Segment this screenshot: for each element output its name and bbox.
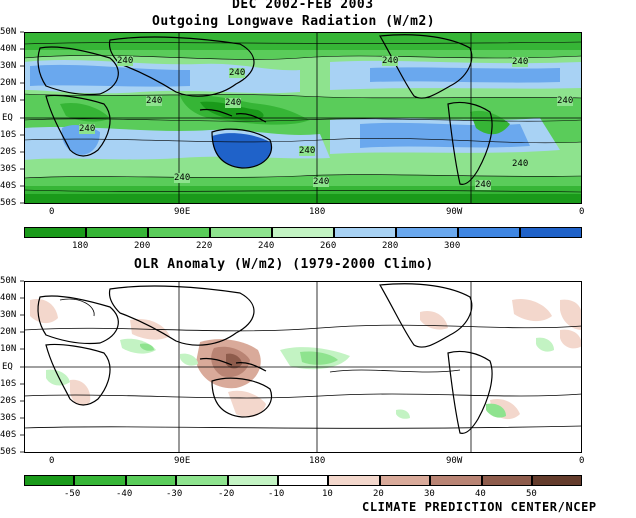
colorbar-label: 20 <box>373 489 384 499</box>
lon-label: 180 <box>309 456 326 466</box>
olr-title: Outgoing Longwave Radiation (W/m2) <box>152 14 436 29</box>
lon-label: 0 <box>579 207 585 217</box>
contour-label: 240 <box>512 159 529 169</box>
lat-label: 50N <box>0 276 17 286</box>
lat-label: 30S <box>0 164 17 174</box>
lat-label: 30S <box>0 413 17 423</box>
lat-label: 30N <box>0 61 17 71</box>
lat-label: 40N <box>0 293 17 303</box>
contour-label: 240 <box>117 56 134 66</box>
contour-label: 240 <box>557 96 574 106</box>
contour-label: 240 <box>174 173 191 183</box>
colorbar-label: -10 <box>268 489 285 499</box>
colorbar-swatch <box>176 475 228 486</box>
lat-label: 10S <box>0 379 17 389</box>
colorbar-swatch <box>334 227 396 238</box>
colorbar-label: 300 <box>444 241 461 251</box>
lat-label: 40S <box>0 181 17 191</box>
lat-label: 10S <box>0 130 17 140</box>
contour-label: 240 <box>512 57 529 67</box>
lon-label: 0 <box>49 207 55 217</box>
lat-label: 50N <box>0 27 17 37</box>
lat-label: 20N <box>0 327 17 337</box>
credit-text: CLIMATE PREDICTION CENTER/NCEP <box>362 500 597 514</box>
colorbar-swatch <box>74 475 126 486</box>
colorbar-swatch <box>532 475 582 486</box>
lat-label: 20S <box>0 396 17 406</box>
lon-label: 90E <box>174 456 191 466</box>
colorbar-label: 220 <box>196 241 213 251</box>
colorbar-label: 260 <box>320 241 337 251</box>
colorbar-swatch <box>24 227 86 238</box>
map-ticks <box>20 31 24 453</box>
lat-label: 10N <box>0 344 17 354</box>
contour-label: 240 <box>229 68 246 78</box>
lat-label: 50S <box>0 198 17 208</box>
colorbar-swatch <box>458 227 520 238</box>
olr-map-frame <box>24 32 582 204</box>
colorbar-swatch <box>482 475 532 486</box>
colorbar-label: -30 <box>166 489 183 499</box>
colorbar-swatch <box>278 475 328 486</box>
colorbar-swatch <box>24 475 74 486</box>
lat-label: EQ <box>2 362 13 372</box>
lat-label: 40N <box>0 44 17 54</box>
period-title: DEC 2002-FEB 2003 <box>232 0 374 12</box>
lat-label: 10N <box>0 95 17 105</box>
colorbar-swatch <box>126 475 176 486</box>
lat-label: 20N <box>0 78 17 88</box>
lat-label: 40S <box>0 430 17 440</box>
lon-label: 0 <box>579 456 585 466</box>
colorbar-swatch <box>86 227 148 238</box>
lat-label: EQ <box>2 113 13 123</box>
colorbar-label: 240 <box>258 241 275 251</box>
contour-label: 240 <box>299 146 316 156</box>
lon-label: 0 <box>49 456 55 466</box>
colorbar-label: -50 <box>64 489 81 499</box>
anomaly-map-frame <box>24 281 582 453</box>
colorbar-swatch <box>148 227 210 238</box>
contour-label: 240 <box>382 56 399 66</box>
colorbar-swatch <box>396 227 458 238</box>
colorbar-label: 50 <box>526 489 537 499</box>
colorbar-swatch <box>430 475 482 486</box>
colorbar-label: 10 <box>322 489 333 499</box>
colorbar-swatch <box>328 475 380 486</box>
colorbar-swatch <box>380 475 430 486</box>
colorbar-swatch <box>520 227 582 238</box>
anomaly-gridlines <box>24 281 582 453</box>
colorbar-label: 200 <box>134 241 151 251</box>
colorbar-label: 40 <box>475 489 486 499</box>
colorbar-swatch <box>272 227 334 238</box>
contour-label: 240 <box>313 177 330 187</box>
lat-label: 20S <box>0 147 17 157</box>
lat-label: 50S <box>0 447 17 457</box>
colorbar-swatch <box>210 227 272 238</box>
lon-label: 180 <box>309 207 326 217</box>
colorbar-label: -20 <box>218 489 235 499</box>
lon-label: 90E <box>174 207 191 217</box>
lon-label: 90W <box>446 207 463 217</box>
contour-label: 240 <box>146 96 163 106</box>
lat-label: 30N <box>0 310 17 320</box>
colorbar-label: 180 <box>72 241 89 251</box>
contour-label: 240 <box>79 124 96 134</box>
colorbar-label: -40 <box>116 489 133 499</box>
lon-label: 90W <box>446 456 463 466</box>
contour-label: 240 <box>225 98 242 108</box>
contour-label: 240 <box>475 180 492 190</box>
colorbar-label: 30 <box>424 489 435 499</box>
anomaly-title: OLR Anomaly (W/m2) (1979-2000 Climo) <box>134 257 434 272</box>
colorbar-swatch <box>228 475 278 486</box>
colorbar-label: 280 <box>382 241 399 251</box>
